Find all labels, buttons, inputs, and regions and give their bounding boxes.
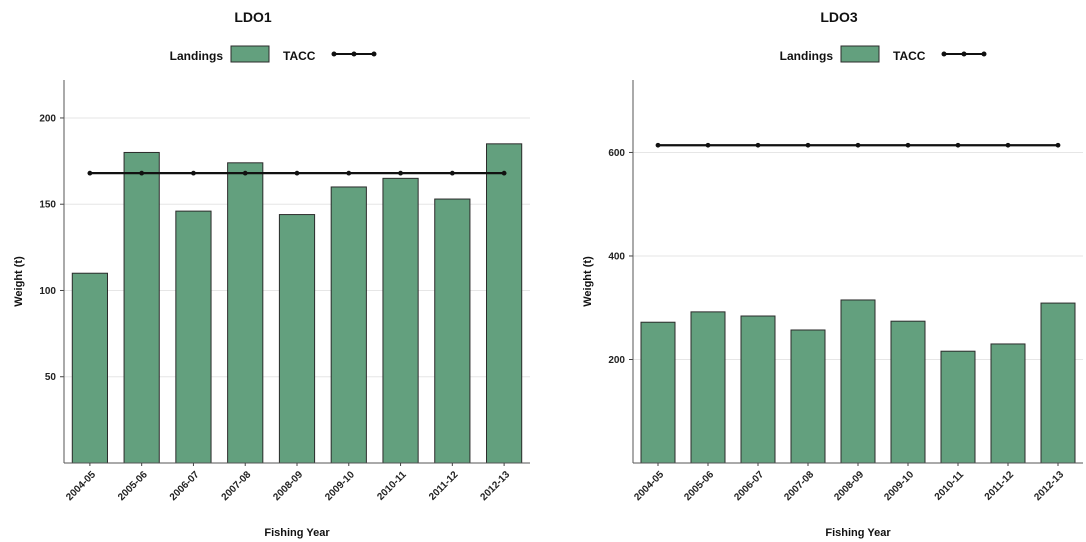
legend-marker-tacc [941, 51, 947, 57]
bar-landings [690, 311, 726, 464]
tacc-point [501, 170, 507, 176]
x-tick-label: 2010-11 [375, 469, 409, 503]
legend-marker-tacc [371, 51, 377, 57]
x-tick-label: 2006-07 [732, 469, 766, 503]
tacc-point [805, 142, 811, 148]
legend: Landings TACC [780, 45, 987, 63]
x-tick-label: 2012-13 [479, 469, 513, 503]
x-tick-label: 2011-12 [427, 469, 461, 503]
bar-landings [840, 299, 876, 464]
legend: Landings TACC [170, 45, 377, 63]
legend-label-landings: Landings [170, 49, 224, 63]
y-tick-label: 400 [608, 251, 625, 262]
tacc-point [139, 170, 145, 176]
tacc-point [1005, 142, 1011, 148]
tacc-point [87, 170, 93, 176]
bar-landings [123, 151, 160, 464]
ldo1-chart: LDO1 Landings TACC 50 100 150 200 2004-05 2005-0… [13, 9, 530, 539]
x-tick-label: 2004-05 [64, 469, 98, 503]
y-axis-title: Weight (t) [582, 256, 594, 307]
bar-landings [278, 214, 316, 464]
tacc-point [955, 142, 961, 148]
bar-landings [486, 143, 523, 464]
ldo3-chart: LDO3 Landings TACC 200 400 600 2004-05 2005-06 2… [582, 9, 1083, 539]
tacc-point [755, 142, 761, 148]
y-tick-label: 50 [45, 372, 57, 383]
tacc-point [191, 170, 196, 176]
bar-landings [330, 186, 367, 464]
legend-marker-tacc [961, 51, 967, 57]
bar-landings [890, 320, 926, 464]
y-tick-label: 200 [39, 113, 56, 124]
x-tick-label: 2007-08 [220, 469, 254, 503]
tacc-point [705, 142, 711, 148]
tacc-point [242, 170, 248, 176]
y-tick-label: 200 [608, 355, 625, 366]
y-tick-label: 600 [608, 148, 625, 159]
x-tick-label: 2006-07 [168, 469, 202, 503]
tacc-point [346, 170, 352, 176]
x-axis-title: Fishing Year [264, 527, 330, 539]
x-tick-label: 2010-11 [933, 469, 967, 503]
legend-marker-tacc [351, 51, 357, 57]
y-tick-label: 100 [39, 286, 56, 297]
y-tick-label: 150 [39, 200, 56, 211]
legend-swatch-landings [230, 45, 270, 63]
x-tick-label: 2005-06 [682, 469, 716, 503]
x-tick-label: 2004-05 [632, 469, 666, 503]
bar-landings [740, 315, 776, 464]
bar-landings [640, 321, 676, 464]
tacc-point [855, 142, 861, 148]
x-tick-label: 2011-12 [983, 469, 1017, 503]
legend-label-tacc: TACC [283, 49, 316, 63]
legend-marker-tacc [331, 51, 337, 57]
bar-landings [1040, 302, 1076, 464]
legend-swatch-landings [840, 45, 880, 63]
bar-landings [434, 198, 471, 464]
x-axis-title: Fishing Year [825, 527, 891, 539]
legend-label-tacc: TACC [893, 49, 926, 63]
legend-label-landings: Landings [780, 49, 834, 63]
bar-landings [990, 343, 1026, 464]
bar-landings [382, 177, 419, 464]
tacc-point [655, 142, 661, 148]
bar-landings [940, 350, 976, 464]
tacc-point [905, 142, 911, 148]
x-tick-label: 2005-06 [116, 469, 150, 503]
x-tick-label: 2009-10 [323, 469, 357, 503]
legend-marker-tacc [981, 51, 987, 57]
tacc-point [449, 170, 455, 176]
tacc-point [398, 170, 403, 176]
x-tick-label: 2008-09 [832, 469, 866, 503]
tacc-point [294, 170, 300, 176]
x-tick-label: 2008-09 [271, 469, 305, 503]
bar-landings [175, 210, 212, 464]
bar-landings [71, 272, 108, 464]
bar-landings [790, 329, 826, 464]
y-axis-title: Weight (t) [13, 256, 25, 307]
x-tick-label: 2009-10 [882, 469, 916, 503]
tacc-point [1055, 142, 1061, 148]
chart-title: LDO3 [820, 9, 858, 25]
bar-landings [227, 162, 264, 464]
x-tick-label: 2012-13 [1032, 469, 1066, 503]
chart-title: LDO1 [234, 9, 272, 25]
x-tick-label: 2007-08 [782, 469, 816, 503]
